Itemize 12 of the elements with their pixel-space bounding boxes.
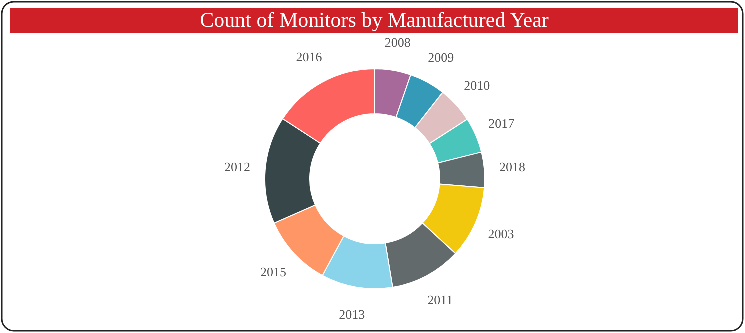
- slice-label: 2013: [339, 307, 366, 322]
- slice-label: 2003: [488, 226, 514, 242]
- chart-title: Count of Monitors by Manufactured Year: [200, 8, 549, 32]
- slice-label: 2015: [260, 264, 287, 280]
- slice-label: 2018: [500, 160, 526, 175]
- slice-label: 2008: [384, 34, 411, 50]
- slice-label: 2011: [428, 292, 454, 308]
- slice-label: 2010: [464, 78, 490, 94]
- slice-label: 2016: [296, 50, 323, 65]
- slice-label: 2012: [224, 160, 250, 175]
- slice-label: 2009: [428, 50, 454, 65]
- slice-label: 2017: [488, 116, 516, 132]
